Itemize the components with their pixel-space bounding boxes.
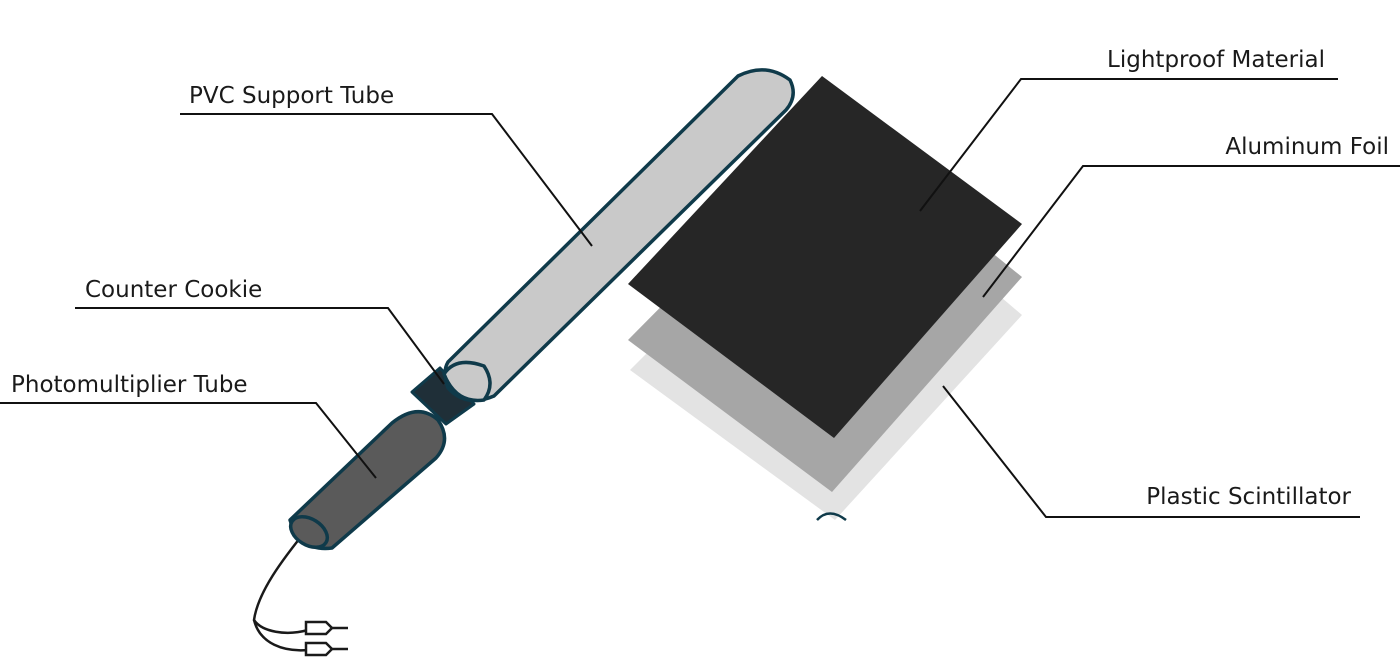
pvc-support-tube <box>442 68 795 403</box>
photomultiplier-tube-end <box>288 514 330 550</box>
pvc-support-tube-label: PVC Support Tube <box>189 83 394 109</box>
connector-plug-icon <box>304 620 348 636</box>
aluminum-foil-label: Aluminum Foil <box>1225 134 1389 160</box>
cable-wire-branch <box>252 619 309 652</box>
connector-plug-icon <box>304 641 348 657</box>
pvc-support-tube-end <box>442 360 492 403</box>
photomultiplier-tube-label: Photomultiplier Tube <box>11 372 248 398</box>
cable-wire <box>252 527 309 634</box>
lightproof-material-sheet <box>628 76 1022 438</box>
counter-cookie <box>410 366 476 426</box>
plastic-scintillator-edge-mark <box>816 512 847 522</box>
plastic-scintillator-leader <box>942 385 1360 518</box>
aluminum-foil-leader <box>982 165 1400 298</box>
lightproof-material-label: Lightproof Material <box>1107 47 1325 73</box>
counter-cookie-body <box>410 366 476 426</box>
photomultiplier-tube <box>288 410 447 551</box>
counter-cookie-leader <box>75 307 445 385</box>
counter-cookie-label: Counter Cookie <box>85 277 262 303</box>
plastic-scintillator-label: Plastic Scintillator <box>1146 484 1351 510</box>
pvc-support-tube-leader <box>180 113 593 247</box>
photomultiplier-tube-leader <box>0 402 377 479</box>
signal-cable <box>252 527 348 657</box>
lightproof-material-leader <box>919 78 1338 212</box>
callout-lines <box>0 78 1400 518</box>
